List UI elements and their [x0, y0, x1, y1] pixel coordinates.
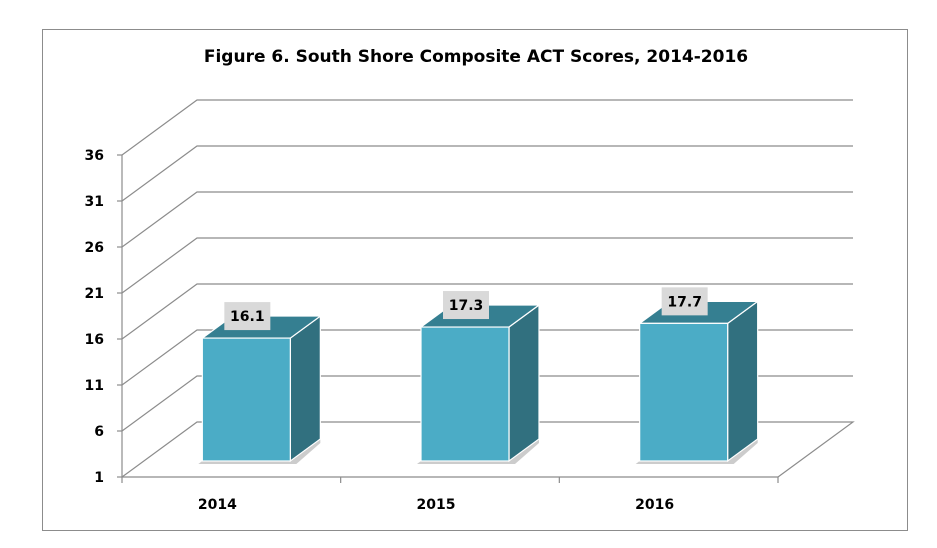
bar-side [727, 300, 759, 463]
data-label-box [443, 291, 489, 320]
x-tick-label: 2015 [417, 497, 456, 513]
gridline [121, 283, 853, 340]
bar-front [420, 326, 510, 462]
y-tick-label: 16 [85, 332, 104, 348]
gridline [121, 99, 853, 156]
data-label: 17.7 [667, 294, 702, 310]
data-label-box [661, 287, 708, 316]
y-tick-label: 11 [85, 378, 104, 394]
bar-front [201, 337, 291, 462]
y-tick-label: 6 [94, 424, 104, 440]
bar-2016 [635, 300, 760, 464]
y-tick-label: 36 [85, 148, 104, 164]
gridline [121, 375, 853, 432]
bar-side [289, 314, 321, 463]
y-tick-label: 31 [85, 194, 104, 210]
bar-layer [198, 300, 760, 464]
data-label-box [224, 302, 271, 331]
gridline [121, 145, 853, 202]
data-label: 17.3 [449, 298, 484, 314]
gridline [121, 191, 853, 248]
grid-layer [121, 99, 855, 478]
bar-2015 [417, 303, 541, 464]
bar-side [508, 303, 540, 463]
gridline [121, 329, 853, 386]
bar-2014 [198, 314, 323, 464]
gridline [121, 237, 853, 294]
data-label: 16.1 [230, 309, 265, 325]
bar-front [639, 322, 729, 462]
y-tick-label: 1 [94, 470, 104, 486]
x-tick-label: 2016 [635, 497, 674, 513]
label-layer: 16.1 2014 17.3 2015 17.7 2016 [198, 287, 708, 513]
y-tick-label: 26 [85, 240, 104, 256]
x-tick-label: 2014 [198, 497, 237, 513]
chart-title: Figure 6. South Shore Composite ACT Scor… [203, 47, 749, 67]
y-tick-label: 21 [85, 286, 104, 302]
